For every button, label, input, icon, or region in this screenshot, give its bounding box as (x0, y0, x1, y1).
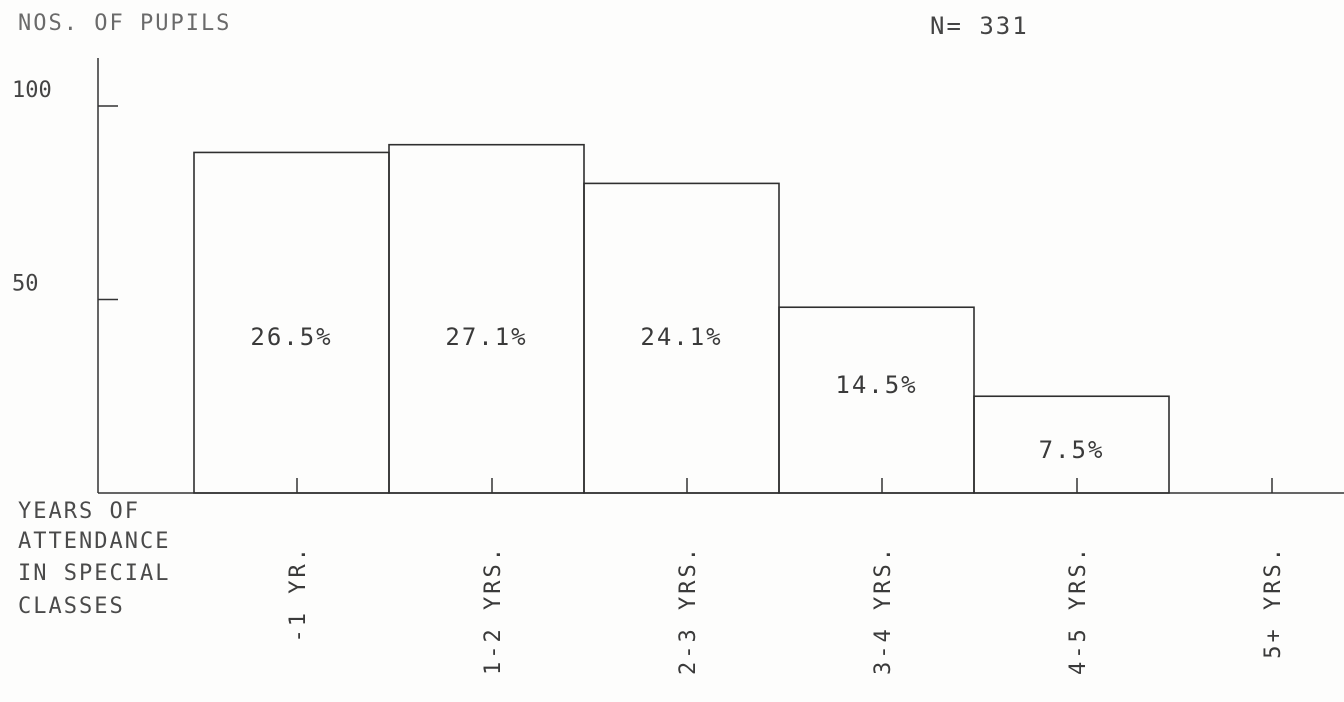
x-tick-label: 4-5 YRS. (1066, 545, 1091, 675)
y-ticks: 50 100 (12, 78, 118, 301)
y-axis-title: NOS. OF PUPILS (18, 11, 231, 36)
x-tick-label: 1-2 YRS. (481, 545, 506, 675)
bar-value-label: 14.5% (835, 371, 917, 399)
bar (388, 143, 585, 494)
x-axis-title-line: IN SPECIAL (18, 561, 170, 586)
bar-value-label: 24.1% (640, 323, 722, 351)
bars: 26.5% 27.1% 24.1% 14.5% 7.5% (193, 143, 1170, 494)
y-tick-label: 50 (12, 272, 39, 297)
x-axis-title-line: CLASSES (18, 594, 125, 619)
y-tick-label: 100 (12, 78, 52, 103)
x-tick-label: -1 YR. (286, 545, 311, 642)
bar (973, 395, 1170, 494)
x-axis-title-line: YEARS OF (18, 499, 140, 524)
bar-value-label: 27.1% (445, 323, 527, 351)
bar (778, 306, 975, 494)
x-tick-label: 2-3 YRS. (676, 545, 701, 675)
x-axis-title: YEARS OF ATTENDANCE IN SPECIAL CLASSES (18, 499, 170, 619)
bar-value-label: 26.5% (250, 323, 332, 351)
axes (97, 58, 1344, 494)
x-tick-label: 5+ YRS. (1261, 545, 1286, 659)
sample-size-label: N= 331 (930, 12, 1029, 40)
x-tick-label: 3-4 YRS. (871, 545, 896, 675)
bar-value-label: 7.5% (1039, 436, 1105, 464)
x-axis-title-line: ATTENDANCE (18, 529, 170, 554)
x-ticks: -1 YR. 1-2 YRS. 2-3 YRS. 3-4 YRS. 4-5 YRS. 5+… (286, 478, 1286, 675)
